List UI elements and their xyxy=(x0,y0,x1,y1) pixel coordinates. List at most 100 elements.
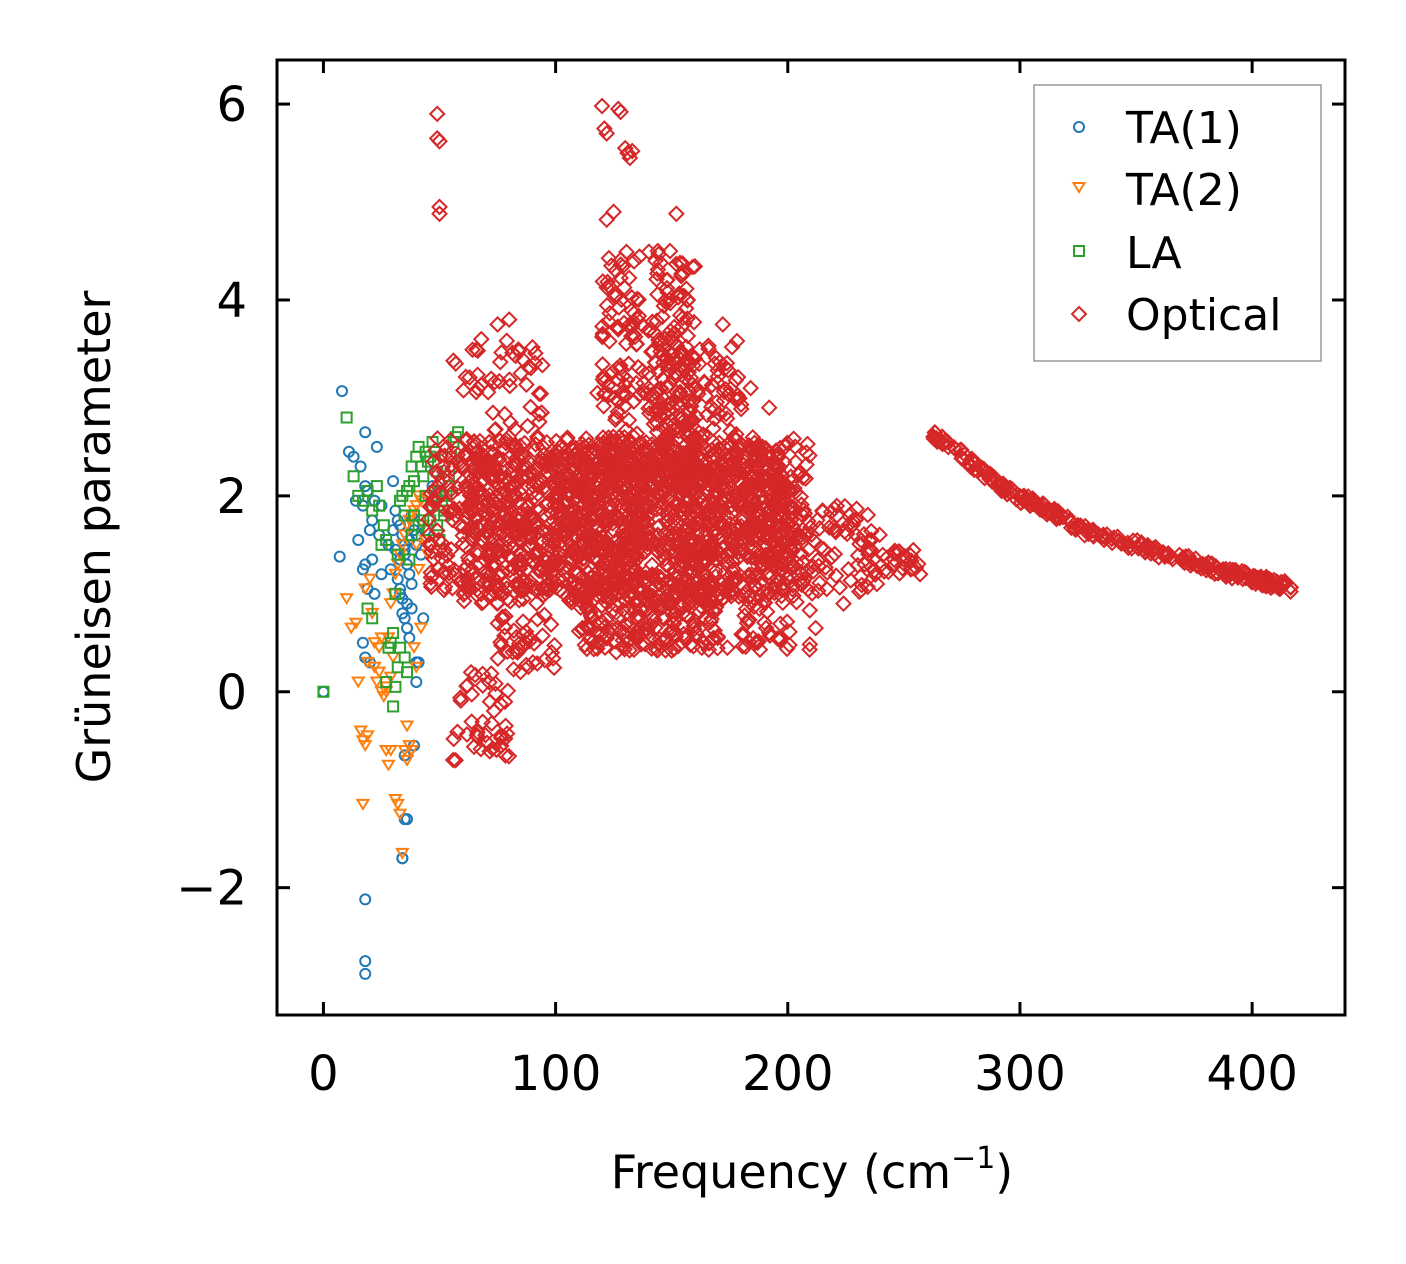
data-point-optical xyxy=(928,433,946,451)
data-point-optical xyxy=(902,560,920,578)
data-point-optical xyxy=(825,518,843,536)
data-point-optical xyxy=(501,377,519,395)
data-point-ta1 xyxy=(336,385,349,398)
data-point-optical xyxy=(488,515,506,533)
data-point-optical xyxy=(521,464,538,482)
data-point-optical xyxy=(711,546,729,563)
data-point-optical xyxy=(706,622,724,639)
data-point-optical xyxy=(712,498,730,516)
data-point-optical xyxy=(586,578,603,596)
data-point-optical xyxy=(619,478,637,496)
data-point-optical xyxy=(757,529,775,546)
data-point-optical xyxy=(849,547,867,564)
data-point-optical xyxy=(773,587,790,605)
data-point-optical xyxy=(658,581,676,599)
data-point-ta2 xyxy=(397,745,412,757)
data-point-optical xyxy=(567,515,585,533)
data-point-optical xyxy=(1095,531,1113,549)
data-point-optical xyxy=(633,476,651,494)
data-point-optical xyxy=(752,518,770,536)
data-point-optical xyxy=(614,638,632,656)
data-point-optical xyxy=(703,610,720,628)
data-point-optical xyxy=(662,360,680,378)
data-point-optical xyxy=(580,620,598,637)
data-point-optical xyxy=(747,566,765,584)
data-point-optical xyxy=(464,341,481,359)
plot-frame xyxy=(275,58,1347,1017)
data-point-optical xyxy=(736,607,754,625)
data-point-optical xyxy=(649,261,667,279)
data-point-optical xyxy=(512,663,529,681)
data-point-la xyxy=(452,426,465,439)
data-point-optical xyxy=(474,446,492,464)
data-point-optical xyxy=(672,267,690,285)
data-point-optical xyxy=(647,455,664,473)
data-point-optical xyxy=(807,619,825,637)
data-point-optical xyxy=(1264,575,1282,593)
data-point-optical xyxy=(663,642,681,660)
data-point-optical xyxy=(859,506,877,524)
data-point-optical xyxy=(718,480,736,498)
data-point-optical xyxy=(458,430,476,448)
data-point-optical xyxy=(983,466,1001,484)
data-point-optical xyxy=(643,386,661,404)
data-point-ta2 xyxy=(395,539,410,552)
data-point-ta2 xyxy=(395,847,410,860)
data-point-optical xyxy=(732,400,750,418)
data-point-optical xyxy=(457,368,475,386)
data-point-optical xyxy=(489,545,507,562)
data-point-optical xyxy=(687,438,705,456)
data-point-optical xyxy=(616,615,634,633)
data-point-optical xyxy=(428,105,446,123)
data-point-optical xyxy=(848,527,865,544)
data-point-optical xyxy=(581,468,598,486)
data-point-optical xyxy=(794,554,812,572)
data-point-optical xyxy=(815,540,833,558)
data-point-optical xyxy=(784,556,802,574)
data-point-optical xyxy=(673,413,691,431)
data-point-ta2 xyxy=(360,656,375,669)
data-point-optical xyxy=(933,435,951,452)
data-point-optical xyxy=(792,488,810,506)
data-point-optical xyxy=(740,633,758,651)
data-point-la xyxy=(387,700,400,713)
data-point-optical xyxy=(631,248,648,266)
data-point-ta1 xyxy=(352,533,365,546)
data-point-optical xyxy=(487,675,504,693)
data-point-optical xyxy=(778,613,796,631)
data-point-optical xyxy=(1221,560,1239,578)
data-point-optical xyxy=(589,496,607,514)
data-point-optical xyxy=(790,528,808,546)
data-point-optical xyxy=(665,493,683,511)
x-axis-title: Frequency (cm−1) xyxy=(611,1141,1014,1199)
data-point-optical xyxy=(853,576,871,594)
data-point-optical xyxy=(652,254,670,272)
data-point-optical xyxy=(623,317,641,335)
data-point-optical xyxy=(559,429,576,447)
data-point-la xyxy=(373,499,386,512)
data-point-optical xyxy=(643,640,660,658)
data-point-optical xyxy=(618,371,636,389)
data-point-ta1 xyxy=(356,636,369,649)
data-point-optical xyxy=(555,449,573,467)
data-point-optical xyxy=(673,344,691,361)
data-point-optical xyxy=(699,543,717,561)
data-point-optical xyxy=(593,97,611,115)
data-point-optical xyxy=(568,577,585,595)
data-point-la xyxy=(403,553,416,566)
data-point-optical xyxy=(700,442,718,460)
data-point-optical xyxy=(739,567,756,585)
data-point-optical xyxy=(431,198,448,216)
data-point-optical xyxy=(571,522,589,540)
data-point-optical xyxy=(419,511,437,528)
data-point-optical xyxy=(640,587,657,604)
data-point-optical xyxy=(605,601,622,619)
data-point-optical xyxy=(675,287,693,305)
legend-entry-ta1: TA(1) xyxy=(1073,103,1242,154)
data-point-la xyxy=(347,470,360,483)
data-point-optical xyxy=(588,384,606,402)
data-point-optical xyxy=(642,457,660,475)
data-point-optical xyxy=(545,496,563,514)
data-point-optical xyxy=(534,451,552,469)
data-point-optical xyxy=(484,470,501,487)
